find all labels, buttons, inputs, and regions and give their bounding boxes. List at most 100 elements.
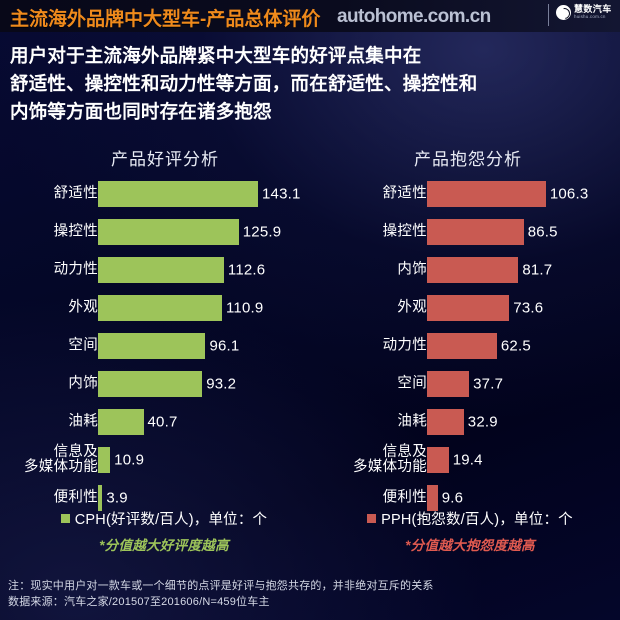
bar-row: 动力性 112.6 bbox=[0, 252, 310, 288]
subtitle-block: 用户对于主流海外品牌紧中大型车的好评点集中在 舒适性、操控性和动力性等方面，而在… bbox=[10, 42, 614, 126]
bar-category-label: 外观 bbox=[397, 299, 427, 316]
legend-complaint: PPH(抱怨数/百人)，单位：个 *分值越大抱怨度越高 bbox=[310, 508, 620, 554]
bar-row: 空间 96.1 bbox=[0, 328, 310, 364]
bar-category-label: 便利性 bbox=[382, 489, 427, 506]
brand-name: 慧数汽车 bbox=[574, 4, 612, 15]
bar-row: 舒适性 106.3 bbox=[310, 176, 620, 212]
bar-category-label: 内饰 bbox=[397, 261, 427, 278]
bar-row: 舒适性 143.1 bbox=[0, 176, 310, 212]
subtitle-line-3: 内饰等方面也同时存在诸多抱怨 bbox=[10, 101, 272, 122]
bar-category-label: 操控性 bbox=[382, 223, 427, 240]
bar-praise bbox=[98, 409, 144, 435]
legend-swatch-complaint-icon bbox=[367, 514, 377, 523]
bar-category-label: 舒适性 bbox=[53, 185, 98, 202]
bar-value-label: 86.5 bbox=[527, 223, 558, 241]
chart-panel-praise: 产品好评分析 舒适性 143.1 操控性 125.9 动力性 112.6 外观 110.9 空间… bbox=[0, 140, 310, 560]
swirl-logo-icon bbox=[556, 5, 571, 20]
bar-row: 便利性 3.9 bbox=[0, 480, 310, 516]
bar-value-label: 73.6 bbox=[513, 299, 544, 317]
bar-complaint bbox=[427, 371, 470, 397]
footer-notes: 注：现实中用户对一款车或一个细节的点评是好评与抱怨共存的，并非绝对互斥的关系 数… bbox=[8, 578, 612, 610]
bar-praise bbox=[98, 181, 258, 207]
bar-row: 内饰 81.7 bbox=[310, 252, 620, 288]
bar-category-label: 外观 bbox=[68, 299, 98, 316]
subtitle-line-2: 舒适性、操控性和动力性等方面，而在舒适性、操控性和 bbox=[10, 73, 478, 94]
bar-value-label: 3.9 bbox=[106, 489, 128, 507]
bar-praise bbox=[98, 219, 239, 245]
bar-praise bbox=[98, 257, 224, 283]
bar-row: 便利性 9.6 bbox=[310, 480, 620, 516]
bar-complaint bbox=[427, 257, 519, 283]
bar-row: 外观 110.9 bbox=[0, 290, 310, 326]
bar-value-label: 62.5 bbox=[500, 337, 531, 355]
bar-category-label: 内饰 bbox=[68, 375, 98, 392]
bar-complaint bbox=[427, 333, 497, 359]
bar-category-label: 动力性 bbox=[53, 261, 98, 278]
bar-row: 操控性 86.5 bbox=[310, 214, 620, 250]
bar-complaint bbox=[427, 409, 464, 435]
legend-praise-note: *分值越大好评度越高 bbox=[99, 538, 229, 553]
bar-value-label: 10.9 bbox=[114, 451, 145, 469]
brand-logo-text: 慧数汽车 huishu.com.cn bbox=[574, 5, 612, 20]
bar-value-label: 32.9 bbox=[467, 413, 498, 431]
brand-url: huishu.com.cn bbox=[574, 14, 606, 20]
bar-value-label: 19.4 bbox=[452, 451, 483, 469]
bar-complaint bbox=[427, 181, 546, 207]
legend-complaint-label: PPH(抱怨数/百人)，单位：个 bbox=[381, 512, 573, 528]
bar-row: 操控性 125.9 bbox=[0, 214, 310, 250]
bar-praise bbox=[98, 295, 222, 321]
bar-category-label: 空间 bbox=[397, 375, 427, 392]
bar-complaint bbox=[427, 295, 510, 321]
bar-value-label: 110.9 bbox=[225, 299, 264, 317]
legend-complaint-note: *分值越大抱怨度越高 bbox=[405, 538, 535, 553]
bar-row: 信息及 多媒体功能 10.9 bbox=[0, 442, 310, 478]
legend-praise-row: CPH(好评数/百人)，单位：个 bbox=[18, 508, 310, 529]
bar-category-label: 油耗 bbox=[68, 413, 98, 430]
bar-value-label: 96.1 bbox=[209, 337, 240, 355]
bar-list-complaint: 舒适性 106.3 操控性 86.5 内饰 81.7 外观 73.6 动力性 62.5 空间 37.7… bbox=[310, 176, 620, 518]
bar-row: 动力性 62.5 bbox=[310, 328, 620, 364]
site-watermark: autohome.com.cn bbox=[337, 6, 491, 27]
subtitle-line-1: 用户对于主流海外品牌紧中大型车的好评点集中在 bbox=[10, 45, 422, 66]
chart-title-praise: 产品好评分析 bbox=[111, 150, 219, 169]
bar-category-label: 动力性 bbox=[382, 337, 427, 354]
legend-praise: CPH(好评数/百人)，单位：个 *分值越大好评度越高 bbox=[0, 508, 310, 554]
bar-complaint bbox=[427, 219, 524, 245]
page-title: 主流海外品牌中大型车-产品总体评价 bbox=[10, 9, 321, 30]
bar-row: 油耗 32.9 bbox=[310, 404, 620, 440]
bar-value-label: 106.3 bbox=[549, 185, 589, 203]
bar-category-label: 信息及 多媒体功能 bbox=[24, 444, 98, 475]
bar-category-label: 舒适性 bbox=[382, 185, 427, 202]
footer-note-line: 注：现实中用户对一款车或一个细节的点评是好评与抱怨共存的，并非绝对互斥的关系 bbox=[8, 580, 434, 592]
bar-category-label: 油耗 bbox=[397, 413, 427, 430]
bar-list-praise: 舒适性 143.1 操控性 125.9 动力性 112.6 外观 110.9 空间 96.1 内饰 9… bbox=[0, 176, 310, 518]
bar-category-label: 便利性 bbox=[53, 489, 98, 506]
bar-value-label: 81.7 bbox=[522, 261, 553, 279]
header-band: 主流海外品牌中大型车-产品总体评价 autohome.com.cn 慧数汽车 h… bbox=[0, 0, 620, 32]
bar-value-label: 143.1 bbox=[262, 185, 301, 203]
bar-value-label: 37.7 bbox=[473, 375, 504, 393]
bar-praise bbox=[98, 447, 111, 473]
legend-complaint-row: PPH(抱怨数/百人)，单位：个 bbox=[320, 508, 620, 529]
bar-category-label: 信息及 多媒体功能 bbox=[353, 444, 427, 475]
bar-value-label: 40.7 bbox=[147, 413, 178, 431]
bar-value-label: 9.6 bbox=[441, 489, 464, 507]
legend-swatch-praise-icon bbox=[60, 514, 70, 523]
bar-row: 油耗 40.7 bbox=[0, 404, 310, 440]
bar-complaint bbox=[427, 447, 449, 473]
bar-value-label: 112.6 bbox=[227, 261, 266, 279]
bar-value-label: 93.2 bbox=[206, 375, 237, 393]
bar-row: 内饰 93.2 bbox=[0, 366, 310, 402]
bar-category-label: 空间 bbox=[68, 337, 98, 354]
bar-praise bbox=[98, 371, 203, 397]
bar-row: 空间 37.7 bbox=[310, 366, 620, 402]
brand-logo: 慧数汽车 huishu.com.cn bbox=[556, 5, 612, 20]
bar-praise bbox=[98, 485, 103, 511]
bar-row: 信息及 多媒体功能 19.4 bbox=[310, 442, 620, 478]
bar-row: 外观 73.6 bbox=[310, 290, 620, 326]
bar-complaint bbox=[427, 485, 438, 511]
legend-praise-label: CPH(好评数/百人)，单位：个 bbox=[74, 512, 268, 528]
watermark-divider bbox=[548, 4, 549, 26]
bar-value-label: 125.9 bbox=[242, 223, 282, 241]
bar-praise bbox=[98, 333, 206, 359]
